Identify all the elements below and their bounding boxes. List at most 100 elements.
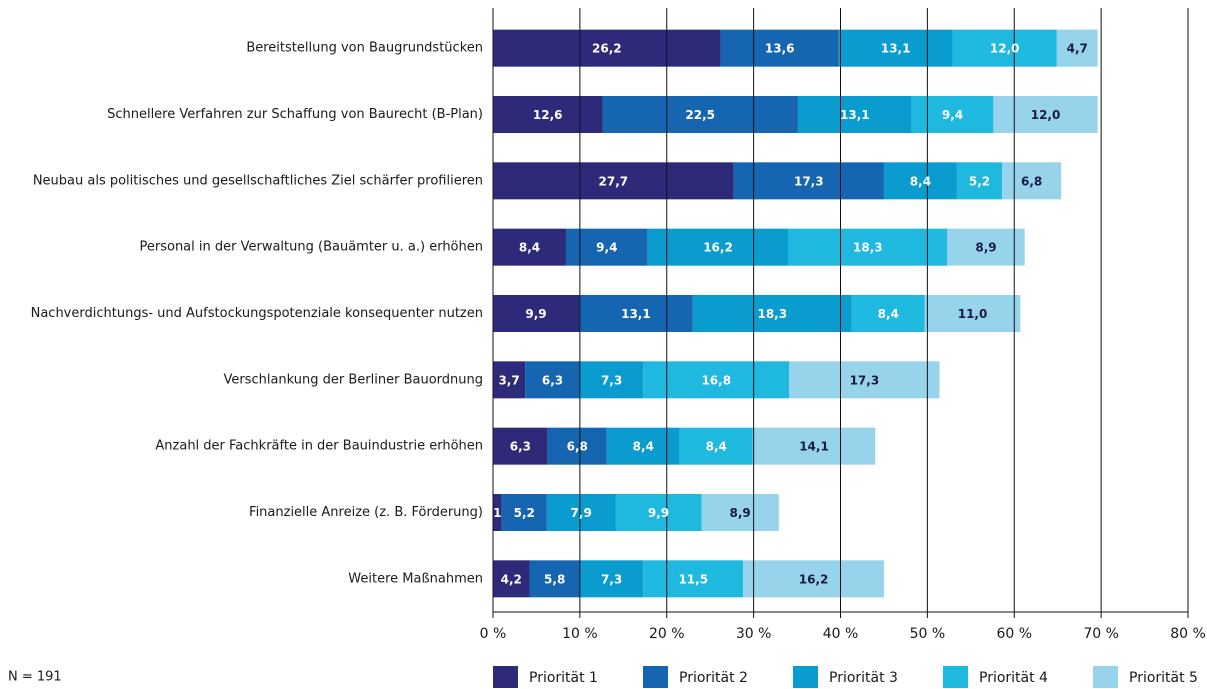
- category-label: Neubau als politisches und gesellschaftl…: [33, 173, 483, 188]
- value-label: 8,9: [730, 506, 751, 520]
- legend-swatch: [943, 666, 968, 688]
- bar-segment: [1002, 162, 1062, 200]
- bar-segment: [1056, 29, 1098, 67]
- bar-segment: [883, 162, 957, 200]
- value-label: 11,0: [958, 307, 988, 321]
- bar-segment: [493, 29, 721, 67]
- value-label: 9,4: [596, 241, 617, 255]
- bar-segment: [579, 361, 644, 399]
- value-label: 18,3: [757, 307, 787, 321]
- value-label: 17,3: [794, 174, 824, 188]
- bar-segment: [733, 162, 884, 200]
- bar-segment: [752, 427, 876, 465]
- value-label: 6,3: [542, 373, 563, 387]
- x-tick-label: 10 %: [562, 626, 598, 642]
- value-label: 8,9: [975, 241, 996, 255]
- value-label: 9,9: [648, 506, 669, 520]
- bar-segment: [606, 427, 680, 465]
- value-label: 3,7: [498, 373, 519, 387]
- x-tick-label: 50 %: [910, 626, 946, 642]
- bar-segment: [947, 228, 1025, 266]
- value-label: 8,4: [633, 440, 654, 454]
- value-label: 17,3: [850, 373, 880, 387]
- category-label: Personal in der Verwaltung (Bauämter u. …: [140, 240, 484, 255]
- bar-segment: [546, 494, 616, 531]
- x-tick-label: 70 %: [1083, 626, 1119, 642]
- bar-segment: [493, 295, 580, 332]
- legend-label: Priorität 5: [1129, 670, 1198, 686]
- bar-segment: [643, 361, 790, 399]
- x-tick-label: 60 %: [996, 626, 1032, 642]
- bar-segment: [993, 96, 1098, 133]
- bar-segment: [679, 427, 753, 465]
- note: N = 191: [8, 670, 62, 685]
- value-label: 13,1: [881, 42, 911, 56]
- bar-segment: [924, 295, 1021, 332]
- bar-segment: [501, 494, 547, 531]
- legend-swatch: [643, 666, 668, 688]
- bar-segment: [788, 228, 948, 266]
- category-label: Anzahl der Fachkräfte in der Bauindustri…: [155, 439, 483, 454]
- bar-segment: [720, 29, 839, 67]
- bar-segment: [647, 228, 789, 266]
- category-label: Finanzielle Anreize (z. B. Förderung): [249, 505, 483, 520]
- value-label: 22,5: [685, 108, 715, 122]
- value-label: 18,3: [853, 241, 883, 255]
- value-label: 5,2: [969, 174, 990, 188]
- x-tick-label: 80 %: [1170, 626, 1206, 642]
- value-label: 7,3: [601, 572, 622, 586]
- bar-segment: [493, 228, 566, 266]
- legend-label: Priorität 2: [679, 670, 748, 686]
- bar-segment: [911, 96, 994, 133]
- bar-segment: [602, 96, 798, 133]
- value-label: 26,2: [592, 42, 622, 56]
- category-label: Schnellere Verfahren zur Schaffung von B…: [107, 107, 483, 122]
- bar-segment: [615, 494, 702, 531]
- x-tick-label: 0 %: [480, 626, 507, 642]
- legend-label: Priorität 3: [829, 670, 898, 686]
- value-label: 13,1: [840, 108, 870, 122]
- value-label: 4,2: [501, 572, 522, 586]
- value-label: 6,3: [510, 440, 531, 454]
- value-label: 16,8: [701, 373, 731, 387]
- bars: [493, 29, 1098, 598]
- legend-label: Priorität 1: [529, 670, 598, 686]
- bar-segment: [529, 560, 580, 598]
- bar-segment: [525, 361, 580, 399]
- value-label: 27,7: [599, 174, 629, 188]
- value-label: 12,6: [533, 108, 563, 122]
- bar-segment: [493, 494, 502, 531]
- bar-segment: [838, 29, 953, 67]
- value-label: 14,1: [799, 440, 829, 454]
- legend-label: Priorität 4: [979, 670, 1048, 686]
- bar-segment: [547, 427, 607, 465]
- legend-swatch: [793, 666, 818, 688]
- value-label: 7,3: [601, 373, 622, 387]
- x-tick-label: 30 %: [736, 626, 772, 642]
- bar-segment: [493, 96, 603, 133]
- value-label: 12,0: [990, 42, 1020, 56]
- bar-segment: [956, 162, 1003, 200]
- value-label: 6,8: [1021, 174, 1042, 188]
- x-tick-label: 20 %: [649, 626, 685, 642]
- legend-swatch: [1093, 666, 1118, 688]
- bar-segment: [851, 295, 925, 332]
- bar-segment: [493, 162, 734, 200]
- value-label: 5,8: [544, 572, 565, 586]
- value-label: 13,1: [621, 307, 651, 321]
- value-label: 13,6: [765, 42, 795, 56]
- bar-segment: [493, 427, 548, 465]
- value-label: 1: [493, 506, 501, 520]
- bar-segment: [493, 560, 530, 598]
- bar-segment: [743, 560, 884, 598]
- x-tick-label: 40 %: [823, 626, 859, 642]
- value-label: 8,4: [910, 174, 931, 188]
- value-label: 16,2: [799, 572, 829, 586]
- bar-segment: [797, 96, 912, 133]
- value-label: 4,7: [1067, 42, 1088, 56]
- bar-segment: [952, 29, 1057, 67]
- bar-segment: [643, 560, 744, 598]
- category-label: Weitere Maßnahmen: [348, 571, 483, 586]
- value-label: 12,0: [1031, 108, 1061, 122]
